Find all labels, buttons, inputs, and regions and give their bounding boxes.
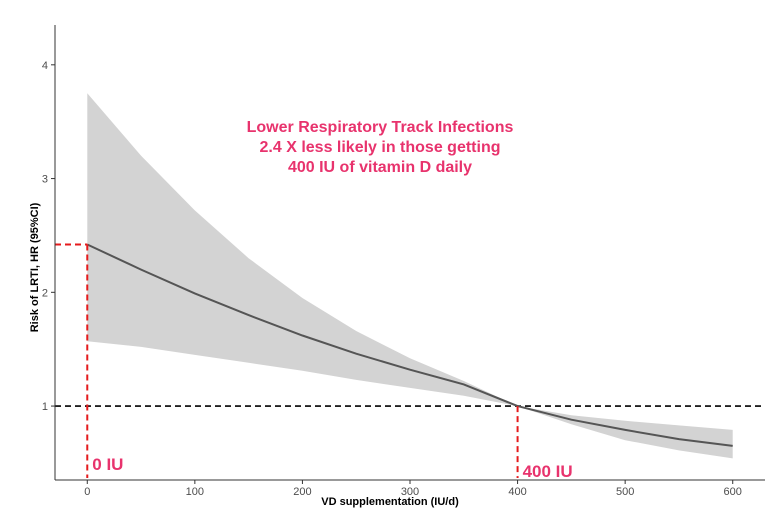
x-tick-label: 500 — [616, 486, 634, 498]
x-tick-label: 300 — [401, 486, 419, 498]
y-axis-title: Risk of LRTI, HR (95%CI) — [29, 202, 41, 332]
y-tick-label: 3 — [42, 174, 48, 186]
x-tick-label: 100 — [186, 486, 204, 498]
y-tick-label: 4 — [42, 60, 48, 72]
marker-label: 0 IU — [92, 455, 123, 474]
confidence-band — [87, 93, 733, 459]
annotation-text-line: Lower Respiratory Track Infections — [247, 119, 514, 136]
x-tick-label: 400 — [508, 486, 526, 498]
annotation-text-line: 400 IU of vitamin D daily — [288, 159, 472, 176]
hazard-ratio-line — [86, 243, 733, 447]
x-tick-label: 0 — [84, 486, 90, 498]
x-axis-title: VD supplementation (IU/d) — [321, 496, 459, 508]
y-tick-label: 1 — [42, 401, 48, 413]
axes-layer: 0 100 200 300 400 500 600 1 2 3 4 VD supplementatio… — [29, 25, 765, 508]
marker-layer: 0 IU 400 IU — [55, 243, 573, 481]
y-tick-label: 2 — [42, 287, 48, 299]
confidence-band-layer — [87, 93, 733, 459]
x-tick-label: 600 — [724, 486, 742, 498]
annotation-layer: Lower Respiratory Track Infections 2.4 X … — [247, 119, 514, 176]
annotation-text-line: 2.4 X less likely in those getting — [260, 139, 501, 156]
hazard-curve-layer — [86, 243, 733, 447]
marker-label: 400 IU — [523, 462, 573, 481]
x-tick-label: 200 — [293, 486, 311, 498]
